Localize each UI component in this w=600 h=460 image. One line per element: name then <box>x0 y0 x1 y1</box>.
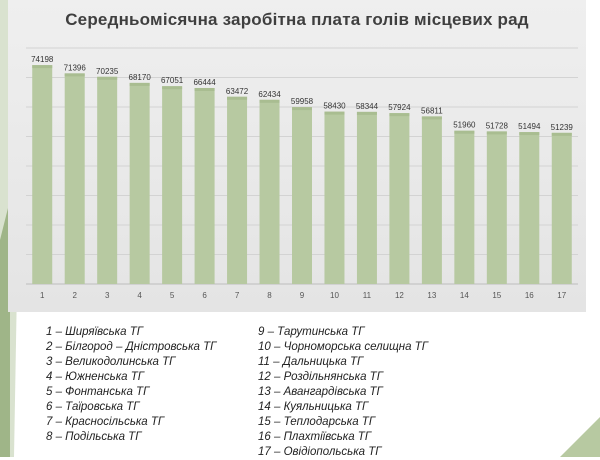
x-tick-label: 6 <box>202 291 207 300</box>
legend-item: 14 – Куяльницька ТГ <box>258 401 369 413</box>
legend-item: 6 – Таїровська ТГ <box>46 401 140 413</box>
x-tick-label: 12 <box>395 291 404 300</box>
x-tick-label: 14 <box>460 291 469 300</box>
legend-item: 4 – Южненська ТГ <box>46 371 145 383</box>
legend-item: 17 – Овідіопольська ТГ <box>258 446 382 458</box>
legend-item: 15 – Теплодарська ТГ <box>258 416 376 428</box>
bar <box>421 116 442 284</box>
bar-top-edge <box>259 99 280 103</box>
bar <box>129 82 150 284</box>
x-tick-label: 17 <box>557 291 566 300</box>
bar <box>356 111 377 285</box>
bar <box>551 132 572 284</box>
bar-top-edge <box>519 132 540 136</box>
x-tick-label: 10 <box>330 291 339 300</box>
bar-top-edge <box>227 96 248 100</box>
x-tick-label: 2 <box>72 291 77 300</box>
bar-top-edge <box>129 82 150 86</box>
data-label: 62434 <box>258 90 281 99</box>
data-label: 66444 <box>193 78 216 87</box>
chart-title: Середньомісячна заробітна плата голів мі… <box>65 10 529 29</box>
legend-item: 5 – Фонтанська ТГ <box>46 386 150 398</box>
bar-chart: 74198 1 71396 2 70235 3 68170 4 67051 5 66444 6 6347… <box>26 47 578 300</box>
legend-item: 13 – Авангардівська ТГ <box>258 386 383 398</box>
legend-item: 12 – Роздільнянська ТГ <box>258 371 383 383</box>
bar <box>324 111 345 284</box>
bar-top-edge <box>162 86 183 90</box>
bar <box>194 87 215 284</box>
legend-right-column: 9 – Тарутинська ТГ 10 – Чорноморська сели… <box>258 325 428 460</box>
bar <box>162 86 183 284</box>
chart-panel: Середньомісячна заробітна плата голів мі… <box>8 0 586 312</box>
legend-item: 8 – Подільська ТГ <box>46 431 142 443</box>
data-label: 74198 <box>31 55 54 64</box>
data-label: 56811 <box>421 106 443 115</box>
legend-item: 7 – Красносільська ТГ <box>46 416 165 428</box>
x-tick-label: 1 <box>40 291 45 300</box>
bar <box>97 76 118 284</box>
x-tick-label: 16 <box>525 291 534 300</box>
legend-item: 9 – Тарутинська ТГ <box>258 326 365 338</box>
data-label: 68170 <box>129 73 152 82</box>
data-label: 51494 <box>518 122 541 131</box>
bar <box>32 65 53 284</box>
bar <box>292 107 312 284</box>
legend-item: 10 – Чорноморська селищна ТГ <box>258 341 428 353</box>
x-tick-label: 9 <box>300 291 305 300</box>
bar <box>486 131 507 284</box>
bar <box>259 99 280 284</box>
x-tick-label: 7 <box>235 291 240 300</box>
data-label: 58344 <box>356 102 379 111</box>
bar <box>64 73 85 284</box>
data-label: 51728 <box>486 121 509 130</box>
bar-top-edge <box>32 65 53 69</box>
legend-item: 3 – Великодолинська ТГ <box>46 356 176 368</box>
data-label: 63472 <box>226 87 249 96</box>
x-tick-label: 4 <box>137 291 142 300</box>
legend-item: 11 – Дальницька ТГ <box>258 356 364 368</box>
bar-top-edge <box>292 107 312 111</box>
data-label: 71396 <box>64 63 87 72</box>
data-label: 58430 <box>323 102 346 111</box>
x-tick-label: 3 <box>105 291 110 300</box>
x-tick-label: 13 <box>427 291 436 300</box>
data-label: 51239 <box>551 123 574 132</box>
legend-item: 1 – Ширяївська ТГ <box>46 326 143 338</box>
bar-top-edge <box>97 76 118 80</box>
bar-top-edge <box>486 131 507 135</box>
bar <box>454 130 475 284</box>
bar-top-edge <box>551 132 572 136</box>
x-tick-label: 8 <box>267 291 272 300</box>
bar <box>389 113 410 284</box>
x-tick-label: 5 <box>170 291 175 300</box>
legend-item: 16 – Плахтіївська ТГ <box>258 431 372 443</box>
x-tick-label: 15 <box>492 291 501 300</box>
decorative-corner-triangle <box>560 417 600 457</box>
bar-top-edge <box>356 111 377 115</box>
bar-top-edge <box>194 87 215 91</box>
data-label: 51960 <box>453 121 476 130</box>
data-label: 57924 <box>388 103 411 112</box>
data-label: 67051 <box>161 76 184 85</box>
data-label: 59958 <box>291 97 314 106</box>
legend-item: 2 – Білгород – Дністровська ТГ <box>46 341 217 353</box>
bar <box>227 96 248 284</box>
legend-left-column: 1 – Ширяївська ТГ 2 – Білгород – Дністров… <box>46 325 216 445</box>
x-tick-label: 11 <box>363 291 372 300</box>
bar-top-edge <box>454 130 475 134</box>
bar-top-edge <box>324 111 345 115</box>
bar <box>519 132 540 284</box>
bar-top-edge <box>389 113 410 117</box>
bar-top-edge <box>421 116 442 120</box>
data-label: 70235 <box>96 67 119 76</box>
bar-top-edge <box>64 73 85 77</box>
